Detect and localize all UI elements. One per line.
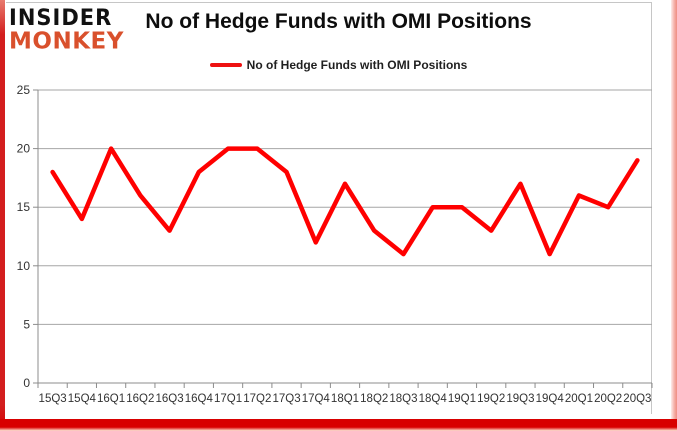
- x-axis-label: 17Q4: [302, 393, 331, 405]
- x-axis-label: 16Q2: [126, 393, 154, 405]
- legend-label: No of Hedge Funds with OMI Positions: [246, 58, 468, 72]
- x-axis-label: 18Q4: [419, 393, 448, 405]
- logo-text-insider: INSIDER: [9, 4, 113, 31]
- frame-bottom-bar: [0, 419, 677, 431]
- y-axis-label: 0: [23, 376, 30, 390]
- x-axis-label: 18Q2: [360, 393, 388, 405]
- x-axis-label: 16Q1: [97, 393, 125, 405]
- x-axis-label: 18Q3: [389, 393, 417, 405]
- x-axis-label: 20Q1: [565, 393, 593, 405]
- frame-left-stripe: [0, 0, 5, 431]
- x-axis-label: 17Q2: [243, 393, 271, 405]
- y-axis-label: 10: [17, 259, 31, 273]
- x-axis-label: 17Q3: [272, 393, 300, 405]
- x-axis-label: 18Q1: [331, 393, 359, 405]
- logo-text-monkey: MONKEY: [9, 27, 124, 55]
- x-axis-label: 15Q3: [39, 393, 67, 405]
- legend: No of Hedge Funds with OMI Positions: [0, 58, 677, 72]
- x-axis-label: 19Q3: [506, 393, 534, 405]
- y-axis-label: 15: [17, 200, 31, 214]
- x-axis-label: 17Q1: [214, 393, 242, 405]
- data-line-series: [50, 146, 640, 257]
- x-axis-label: 15Q4: [68, 393, 97, 405]
- frame-right-stripe: [671, 0, 677, 431]
- x-axis-label: 20Q2: [594, 393, 622, 405]
- x-axis-label: 19Q1: [448, 393, 476, 405]
- x-axis-label: 16Q3: [156, 393, 184, 405]
- y-axis-label: 25: [17, 83, 31, 97]
- chart-border-right: [651, 2, 652, 414]
- x-axis-label: 20Q3: [623, 393, 651, 405]
- x-axis-label: 16Q4: [185, 393, 214, 405]
- insider-monkey-logo: INSIDER MONKEY: [9, 4, 124, 55]
- chart-title: No of Hedge Funds with OMI Positions: [145, 10, 532, 33]
- x-axis-label: 19Q2: [477, 393, 505, 405]
- x-axis-label: 19Q4: [536, 393, 565, 405]
- y-axis-label: 5: [23, 317, 30, 331]
- y-axis-label: 20: [17, 142, 31, 156]
- legend-line-swatch: [209, 63, 242, 67]
- chart-border-top: [6, 2, 652, 3]
